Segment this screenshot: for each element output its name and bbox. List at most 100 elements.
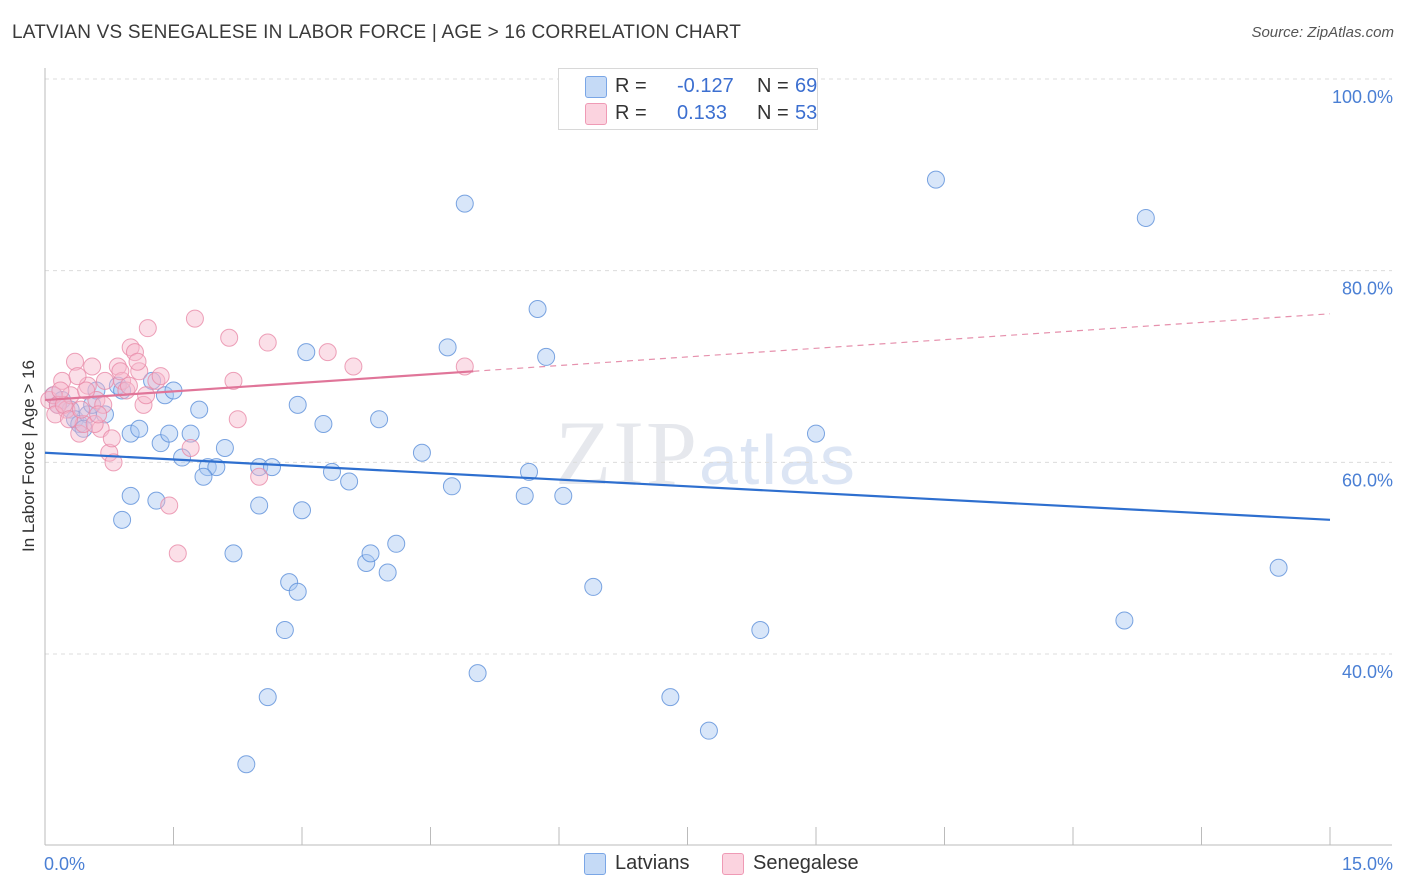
- data-point-latvians: [322, 462, 341, 481]
- data-point-latvians: [258, 688, 277, 707]
- data-point-senegalese: [130, 362, 149, 381]
- data-point-latvians: [113, 510, 132, 529]
- legend-n-label: N =: [757, 102, 789, 124]
- data-point-senegalese: [71, 400, 90, 419]
- data-point-senegalese: [111, 362, 130, 381]
- data-point-latvians: [554, 486, 573, 505]
- data-point-senegalese: [128, 352, 147, 371]
- data-point-senegalese: [138, 319, 157, 338]
- correlation-legend: R = -0.127 N = 69 R = 0.133 N = 53: [558, 68, 818, 130]
- data-point-latvians: [314, 415, 333, 433]
- y-tick-label: 40.0%: [1342, 662, 1393, 682]
- data-point-latvians: [181, 424, 200, 443]
- watermark-zip: ZIP: [555, 402, 699, 504]
- data-point-latvians: [751, 621, 770, 640]
- axis-labels: 40.0% 60.0% 80.0% 100.0% 0.0% 15.0% In Labor F…: [19, 87, 1393, 874]
- data-point-latvians: [293, 501, 311, 520]
- data-point-latvians: [263, 458, 282, 477]
- data-point-latvians: [1136, 208, 1155, 227]
- data-point-latvians: [370, 410, 389, 429]
- data-point-senegalese: [108, 357, 127, 376]
- data-point-latvians: [378, 563, 397, 582]
- y-tick-label: 80.0%: [1342, 279, 1393, 299]
- x-tick-label-min: 0.0%: [44, 854, 85, 874]
- legend-swatch-senegalese: [585, 103, 607, 125]
- data-point-latvians: [515, 486, 534, 505]
- data-point-latvians: [468, 664, 487, 683]
- legend-r-label: R =: [615, 102, 647, 124]
- data-point-senegalese: [228, 410, 247, 429]
- data-point-latvians: [297, 343, 316, 362]
- data-point-latvians: [361, 544, 380, 563]
- data-point-senegalese: [70, 424, 89, 443]
- data-point-latvians: [438, 338, 457, 357]
- data-point-senegalese: [250, 467, 269, 486]
- data-point-latvians: [528, 300, 547, 318]
- chart-title: LATVIAN VS SENEGALESE IN LABOR FORCE | A…: [12, 22, 742, 43]
- bottom-legend-swatch-senegalese: [722, 853, 744, 875]
- data-point-latvians: [455, 194, 474, 213]
- data-point-latvians: [442, 477, 461, 496]
- data-point-senegalese: [344, 357, 363, 376]
- data-point-senegalese: [95, 371, 114, 390]
- x-tick-label-max: 15.0%: [1342, 854, 1393, 874]
- legend-r-label: R =: [615, 75, 647, 97]
- gridlines: [45, 78, 1392, 655]
- data-point-senegalese: [185, 309, 204, 328]
- data-point-senegalese: [104, 453, 123, 472]
- data-point-latvians: [412, 443, 431, 462]
- data-point-senegalese: [258, 333, 277, 352]
- data-points: [40, 170, 1288, 774]
- data-point-senegalese: [59, 410, 78, 429]
- legend-n-label: N =: [757, 75, 789, 97]
- data-point-latvians: [190, 400, 209, 419]
- data-point-senegalese: [160, 496, 179, 515]
- bottom-legend-swatch-latvians: [584, 853, 606, 875]
- data-point-latvians: [807, 424, 825, 443]
- axes: [44, 68, 1392, 846]
- trend-line-latvians: [44, 451, 1331, 521]
- y-tick-label: 60.0%: [1342, 470, 1393, 490]
- data-point-latvians: [215, 438, 234, 457]
- data-point-latvians: [926, 170, 945, 189]
- watermark: ZIPatlas: [555, 400, 857, 506]
- data-point-senegalese: [68, 367, 87, 386]
- data-point-latvians: [224, 544, 243, 563]
- data-point-latvians: [537, 347, 556, 366]
- data-point-latvians: [121, 486, 140, 505]
- legend-r-value: -0.127: [677, 75, 734, 97]
- data-point-senegalese: [168, 544, 187, 563]
- trend-line-extension-senegalese: [473, 313, 1331, 372]
- data-point-latvians: [699, 721, 718, 740]
- data-point-senegalese: [137, 386, 156, 405]
- data-point-senegalese: [54, 395, 73, 414]
- data-point-latvians: [340, 472, 359, 491]
- trend-lines: [44, 313, 1331, 521]
- data-point-latvians: [1269, 558, 1288, 577]
- data-point-latvians: [1115, 611, 1134, 630]
- data-point-senegalese: [318, 343, 337, 362]
- data-point-latvians: [520, 462, 539, 481]
- bottom-legend-label: Latvians: [615, 852, 690, 874]
- data-point-senegalese: [85, 415, 104, 433]
- source-credit: Source: ZipAtlas.com: [1251, 24, 1394, 41]
- data-point-senegalese: [119, 376, 138, 395]
- data-point-latvians: [387, 534, 406, 553]
- data-point-latvians: [121, 424, 140, 443]
- legend-n-value: 53: [795, 102, 818, 124]
- y-tick-label: 100.0%: [1332, 87, 1393, 107]
- data-point-senegalese: [224, 371, 243, 390]
- data-point-senegalese: [51, 381, 70, 400]
- data-point-senegalese: [220, 328, 239, 347]
- data-point-latvians: [288, 582, 307, 601]
- data-point-latvians: [130, 419, 149, 438]
- data-point-senegalese: [102, 429, 121, 448]
- legend-swatch-latvians: [585, 76, 607, 98]
- watermark-atlas: atlas: [699, 421, 857, 499]
- trend-line-senegalese: [44, 370, 474, 402]
- data-point-senegalese: [77, 381, 96, 400]
- data-point-latvians: [250, 496, 269, 515]
- bottom-legend-label: Senegalese: [753, 852, 859, 874]
- data-point-senegalese: [181, 438, 200, 457]
